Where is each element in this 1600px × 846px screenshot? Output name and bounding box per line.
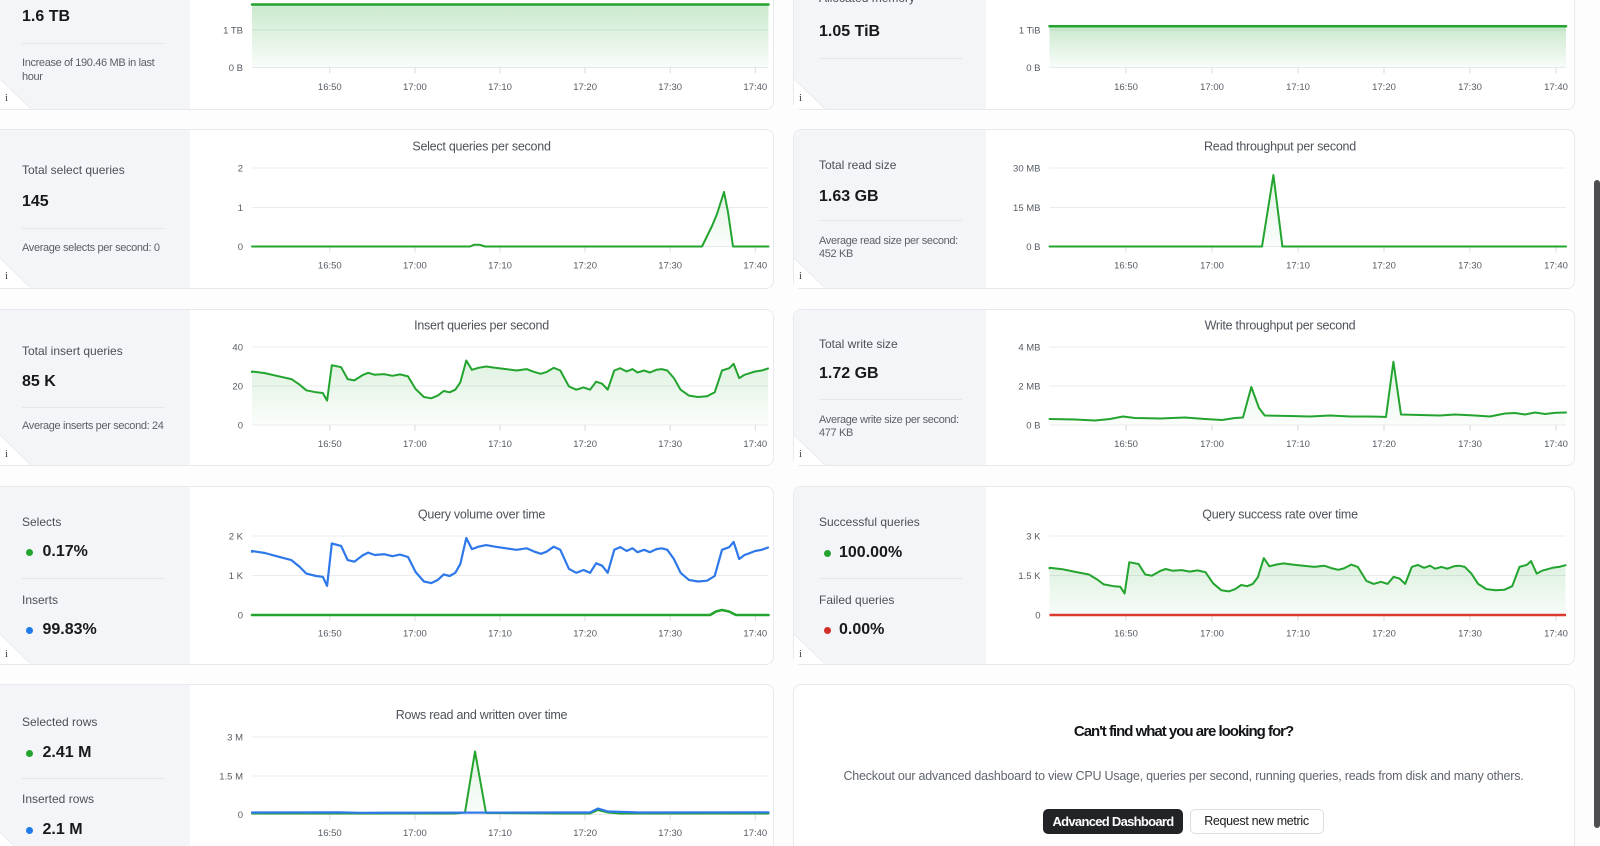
- svg-text:3 M: 3 M: [227, 732, 243, 743]
- svg-text:17:10: 17:10: [1286, 82, 1310, 93]
- svg-text:17:20: 17:20: [1372, 439, 1396, 450]
- svg-text:17:10: 17:10: [1286, 628, 1310, 639]
- svg-text:17:20: 17:20: [573, 82, 597, 93]
- svg-text:Read throughput per second: Read throughput per second: [1204, 139, 1356, 153]
- svg-text:17:30: 17:30: [1458, 628, 1482, 639]
- svg-text:16:50: 16:50: [318, 82, 342, 93]
- svg-text:17:40: 17:40: [743, 260, 767, 271]
- svg-text:17:00: 17:00: [403, 828, 427, 839]
- svg-text:17:40: 17:40: [1544, 439, 1568, 450]
- svg-text:Rows read and written over tim: Rows read and written over time: [396, 708, 568, 722]
- svg-text:17:20: 17:20: [573, 260, 597, 271]
- svg-text:16:50: 16:50: [1114, 260, 1138, 271]
- svg-text:17:10: 17:10: [1286, 260, 1310, 271]
- svg-text:17:20: 17:20: [573, 628, 597, 639]
- svg-text:2 MB: 2 MB: [1018, 381, 1040, 392]
- svg-text:17:40: 17:40: [1544, 260, 1568, 271]
- svg-text:17:10: 17:10: [488, 628, 512, 639]
- svg-text:15 MB: 15 MB: [1013, 203, 1040, 214]
- svg-text:30 MB: 30 MB: [1013, 163, 1040, 174]
- svg-text:17:00: 17:00: [403, 628, 427, 639]
- svg-text:0: 0: [238, 810, 243, 821]
- svg-text:0: 0: [238, 242, 243, 253]
- svg-text:1.5 K: 1.5 K: [1018, 571, 1041, 582]
- svg-text:16:50: 16:50: [318, 439, 342, 450]
- svg-text:1 K: 1 K: [229, 571, 244, 582]
- svg-text:17:00: 17:00: [403, 439, 427, 450]
- svg-text:0 B: 0 B: [229, 63, 243, 74]
- svg-text:17:30: 17:30: [658, 828, 682, 839]
- svg-text:17:20: 17:20: [573, 828, 597, 839]
- svg-text:17:40: 17:40: [743, 828, 767, 839]
- svg-text:17:00: 17:00: [403, 82, 427, 93]
- svg-text:16:50: 16:50: [318, 260, 342, 271]
- svg-text:3 K: 3 K: [1026, 531, 1041, 542]
- svg-text:16:50: 16:50: [1114, 439, 1138, 450]
- svg-text:Query volume over time: Query volume over time: [418, 507, 545, 521]
- svg-text:0 B: 0 B: [1026, 420, 1040, 431]
- svg-text:1 TiB: 1 TiB: [1019, 25, 1041, 36]
- svg-text:17:00: 17:00: [1200, 628, 1224, 639]
- svg-text:17:00: 17:00: [1200, 439, 1224, 450]
- svg-text:0: 0: [238, 610, 243, 621]
- svg-text:16:50: 16:50: [1114, 628, 1138, 639]
- svg-text:17:30: 17:30: [658, 628, 682, 639]
- svg-text:0: 0: [238, 420, 243, 431]
- svg-text:17:00: 17:00: [1200, 82, 1224, 93]
- svg-text:17:10: 17:10: [1286, 439, 1310, 450]
- svg-text:17:40: 17:40: [743, 628, 767, 639]
- svg-text:17:30: 17:30: [658, 439, 682, 450]
- svg-text:Write throughput per second: Write throughput per second: [1205, 318, 1356, 332]
- svg-text:17:40: 17:40: [743, 82, 767, 93]
- svg-text:20: 20: [232, 381, 243, 392]
- svg-text:16:50: 16:50: [1114, 82, 1138, 93]
- svg-text:17:40: 17:40: [1544, 82, 1568, 93]
- svg-text:2 K: 2 K: [229, 531, 244, 542]
- svg-text:17:20: 17:20: [1372, 628, 1396, 639]
- svg-text:1.5 M: 1.5 M: [219, 771, 243, 782]
- svg-text:17:10: 17:10: [488, 828, 512, 839]
- svg-text:17:40: 17:40: [1544, 628, 1568, 639]
- svg-text:0: 0: [1035, 610, 1040, 621]
- svg-text:17:30: 17:30: [658, 82, 682, 93]
- svg-text:Insert queries per second: Insert queries per second: [414, 318, 549, 332]
- svg-text:17:30: 17:30: [658, 260, 682, 271]
- svg-text:17:10: 17:10: [488, 439, 512, 450]
- svg-text:16:50: 16:50: [318, 828, 342, 839]
- svg-text:17:00: 17:00: [1200, 260, 1224, 271]
- svg-text:1: 1: [238, 203, 243, 214]
- svg-text:17:40: 17:40: [743, 439, 767, 450]
- svg-text:17:00: 17:00: [403, 260, 427, 271]
- svg-text:0 B: 0 B: [1026, 63, 1040, 74]
- svg-text:17:30: 17:30: [1458, 439, 1482, 450]
- svg-text:1 TB: 1 TB: [223, 25, 243, 36]
- svg-text:17:10: 17:10: [488, 260, 512, 271]
- svg-text:2: 2: [238, 163, 243, 174]
- svg-text:4 MB: 4 MB: [1018, 342, 1040, 353]
- svg-text:16:50: 16:50: [318, 628, 342, 639]
- svg-text:17:20: 17:20: [573, 439, 597, 450]
- svg-text:40: 40: [232, 342, 243, 353]
- svg-text:17:20: 17:20: [1372, 260, 1396, 271]
- svg-text:17:30: 17:30: [1458, 260, 1482, 271]
- svg-text:17:30: 17:30: [1458, 82, 1482, 93]
- svg-text:17:10: 17:10: [488, 82, 512, 93]
- svg-text:0 B: 0 B: [1026, 242, 1040, 253]
- svg-text:Select queries per second: Select queries per second: [412, 139, 551, 153]
- svg-text:Query success rate over time: Query success rate over time: [1202, 507, 1358, 521]
- svg-text:17:20: 17:20: [1372, 82, 1396, 93]
